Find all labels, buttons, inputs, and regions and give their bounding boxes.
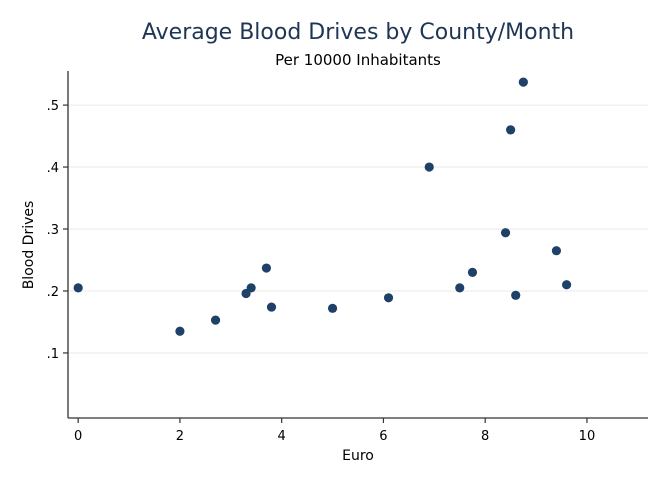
data-point — [561, 280, 572, 290]
data-point — [383, 293, 394, 303]
axes — [67, 71, 648, 419]
x-tick-label: 10 — [579, 429, 596, 444]
x-tick-label: 2 — [176, 429, 184, 444]
data-point — [455, 283, 465, 293]
gridlines — [68, 104, 648, 354]
data-point — [467, 267, 478, 277]
y-tick-label: .3 — [47, 223, 59, 238]
data-point — [210, 315, 221, 325]
data-point — [506, 125, 516, 135]
data-point — [266, 302, 277, 312]
x-tick-label: 0 — [74, 429, 82, 444]
y-tick-label: .2 — [47, 285, 59, 300]
data-point — [511, 290, 521, 300]
data-point — [261, 263, 272, 273]
x-tick-label: 4 — [278, 429, 286, 444]
data-point — [518, 77, 528, 87]
data-point — [551, 246, 562, 256]
x-tick-label: 8 — [481, 429, 489, 444]
data-point — [424, 162, 434, 172]
y-axis-label: Blood Drives — [21, 201, 37, 290]
data-points — [73, 77, 572, 336]
y-tick-label: .1 — [47, 347, 59, 362]
ticks: .1 .2 .3 .4 .5 0 2 4 6 8 10 — [47, 99, 596, 444]
data-point — [327, 303, 338, 313]
data-point — [500, 228, 511, 238]
y-tick-label: .4 — [47, 161, 59, 176]
x-axis-label: Euro — [342, 448, 374, 464]
chart-subtitle: Per 10000 Inhabitants — [275, 51, 441, 69]
data-point — [175, 326, 185, 336]
data-point — [73, 283, 83, 293]
chart-title: Average Blood Drives by County/Month — [142, 20, 574, 45]
data-point — [246, 283, 256, 293]
x-tick-label: 6 — [379, 429, 387, 444]
y-tick-label: .5 — [47, 99, 59, 114]
